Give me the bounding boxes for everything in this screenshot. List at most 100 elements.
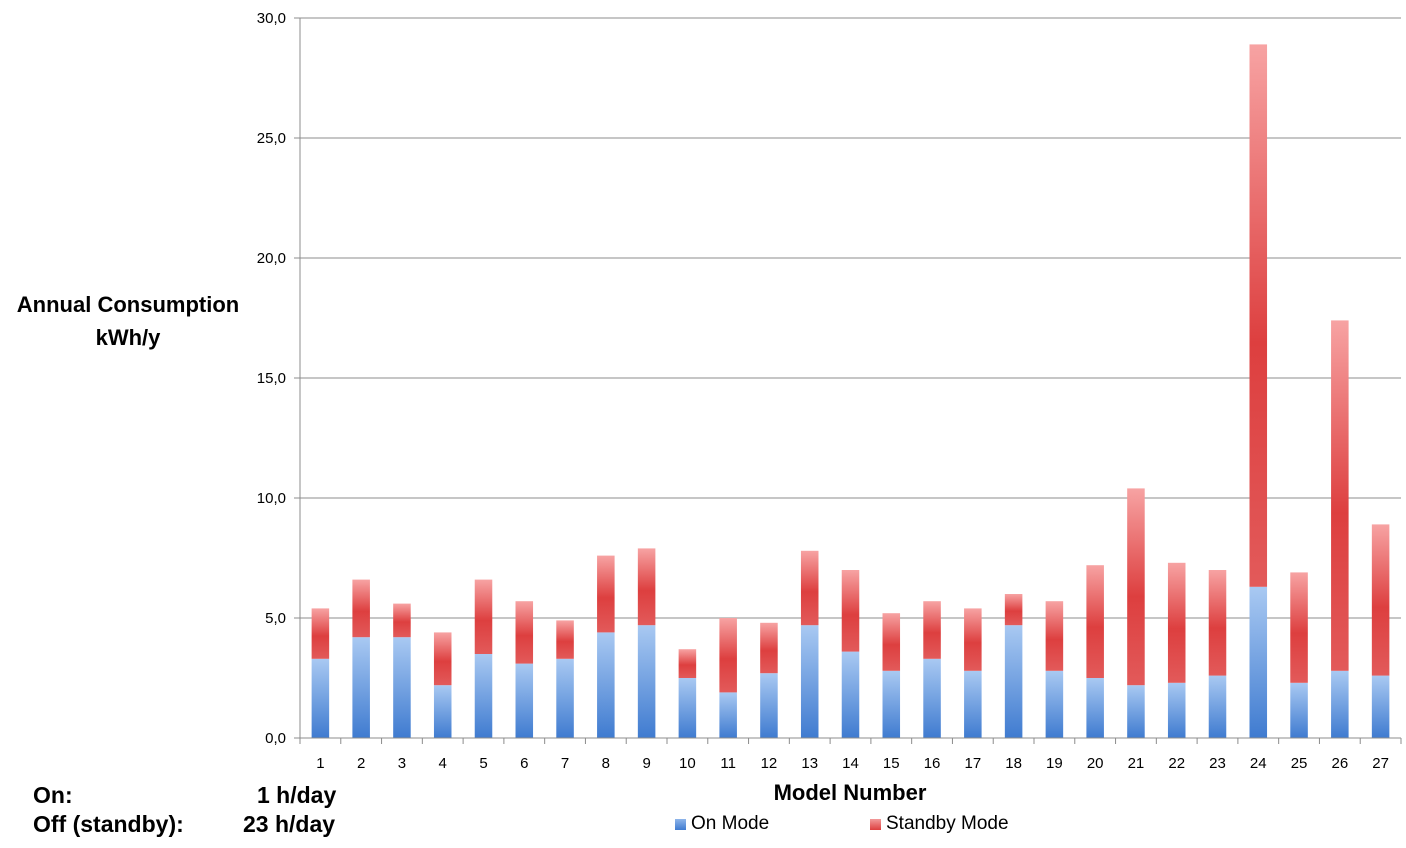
bar-on-mode — [760, 673, 778, 738]
bar-on-mode — [393, 637, 411, 738]
bar-standby-mode — [311, 608, 330, 659]
axes: 0,05,010,015,020,025,030,01 2 3 4 5 6 7 8 9 10 11 1… — [257, 10, 1402, 772]
bar-on-mode — [515, 663, 534, 738]
bar-standby-mode — [1086, 565, 1104, 678]
x-tick-label: 23 — [1209, 755, 1226, 772]
bar-standby-mode — [1004, 594, 1023, 626]
bar-on-mode — [1086, 678, 1104, 738]
y-tick-label: 30,0 — [257, 10, 286, 27]
y-tick-label: 15,0 — [257, 370, 286, 387]
bar-standby-mode — [1167, 562, 1186, 683]
x-tick-label: 7 — [561, 755, 569, 772]
x-tick-label: 20 — [1087, 755, 1104, 772]
bar-on-mode — [1045, 670, 1064, 738]
bar-on-mode — [597, 632, 615, 738]
y-tick-label: 0,0 — [265, 730, 286, 747]
bar-on-mode — [678, 678, 697, 738]
x-tick-label: 3 — [398, 755, 406, 772]
bar-standby-mode — [1249, 44, 1268, 587]
on-hours-value: 1 h/day — [257, 782, 337, 808]
bar-standby-mode — [1371, 524, 1390, 676]
x-tick-label: 5 — [479, 755, 487, 772]
standby-hours-label: Off (standby): — [33, 811, 184, 837]
bar-on-mode — [311, 658, 330, 738]
bar-on-mode — [1004, 625, 1023, 738]
bar-standby-mode — [352, 579, 370, 638]
bars — [311, 44, 1390, 738]
bar-on-mode — [474, 654, 493, 738]
y-tick-label: 10,0 — [257, 490, 286, 507]
x-tick-label: 22 — [1168, 755, 1185, 772]
bar-standby-mode — [1127, 488, 1145, 686]
x-tick-label: 18 — [1005, 755, 1022, 772]
x-tick-label: 1 — [316, 755, 324, 772]
bar-on-mode — [1249, 586, 1268, 738]
y-tick-label: 5,0 — [265, 610, 286, 627]
bar-standby-mode — [923, 601, 941, 659]
x-tick-label: 24 — [1250, 755, 1267, 772]
bar-on-mode — [556, 658, 574, 738]
bar-on-mode — [923, 658, 941, 738]
x-tick-label: 6 — [520, 755, 528, 772]
bar-standby-mode — [1045, 601, 1064, 671]
x-tick-label: 13 — [801, 755, 818, 772]
bar-standby-mode — [882, 613, 901, 671]
bar-on-mode — [964, 670, 982, 738]
y-tick-label: 25,0 — [257, 130, 286, 147]
bar-standby-mode — [556, 620, 574, 659]
x-tick-label: 16 — [924, 755, 941, 772]
x-tick-label: 4 — [439, 755, 447, 772]
x-tick-label: 19 — [1046, 755, 1063, 772]
legend-swatch-on-mode — [675, 818, 686, 830]
bar-on-mode — [433, 685, 452, 738]
x-tick-label: 14 — [842, 755, 859, 772]
x-tick-label: 27 — [1372, 755, 1389, 772]
x-tick-label: 15 — [883, 755, 900, 772]
y-axis-title: Annual Consumption kWh/y — [0, 288, 256, 354]
bar-on-mode — [352, 637, 370, 738]
x-tick-label: 11 — [720, 755, 736, 772]
bar-standby-mode — [964, 608, 982, 671]
legend-swatch-standby-mode — [870, 818, 881, 830]
bar-standby-mode — [1290, 572, 1308, 683]
x-tick-label: 17 — [964, 755, 981, 772]
y-axis-title-line-2: kWh/y — [95, 325, 161, 350]
bar-on-mode — [637, 625, 656, 738]
bar-standby-mode — [433, 632, 452, 686]
bar-standby-mode — [393, 603, 411, 638]
bar-on-mode — [841, 651, 860, 738]
x-tick-label: 2 — [357, 755, 365, 772]
bar-standby-mode — [719, 618, 737, 693]
bar-on-mode — [1371, 675, 1390, 738]
x-tick-label: 21 — [1128, 755, 1145, 772]
legend-item-on-mode: On Mode — [675, 813, 769, 835]
bar-on-mode — [1290, 682, 1308, 738]
bar-standby-mode — [474, 579, 493, 654]
x-tick-label: 10 — [679, 755, 696, 772]
bar-standby-mode — [637, 548, 656, 626]
y-tick-label: 20,0 — [257, 250, 286, 267]
x-tick-label: 9 — [642, 755, 650, 772]
bar-standby-mode — [678, 649, 697, 678]
bar-on-mode — [1167, 682, 1186, 738]
legend-label-on-mode: On Mode — [691, 813, 770, 834]
bar-standby-mode — [760, 622, 778, 674]
legend-item-standby-mode: Standby Mode — [870, 813, 1009, 835]
bar-on-mode — [1208, 675, 1227, 738]
x-tick-label: 25 — [1291, 755, 1308, 772]
bar-on-mode — [719, 692, 737, 738]
bar-on-mode — [800, 625, 819, 738]
bar-on-mode — [1127, 685, 1145, 738]
bar-standby-mode — [841, 570, 860, 652]
bar-on-mode — [1331, 670, 1349, 738]
standby-hours-value: 23 h/day — [243, 811, 336, 837]
bar-standby-mode — [1208, 570, 1227, 676]
bar-standby-mode — [597, 555, 615, 633]
x-axis-title: Model Number — [773, 780, 927, 805]
bar-standby-mode — [1331, 320, 1349, 671]
x-tick-label: 12 — [761, 755, 778, 772]
x-tick-label: 26 — [1331, 755, 1348, 772]
y-axis-title-line-1: Annual Consumption — [16, 292, 240, 317]
legend-label-standby-mode: Standby Mode — [886, 813, 1009, 834]
